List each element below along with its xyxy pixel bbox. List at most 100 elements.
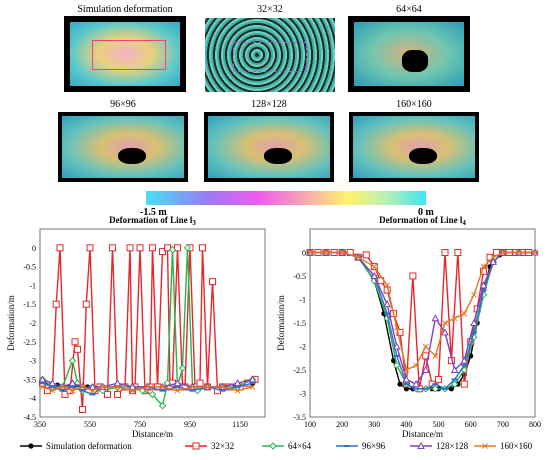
series-line — [310, 251, 529, 389]
legend-item: 64×64 — [262, 441, 312, 451]
y-tick-label: 0 — [302, 249, 306, 258]
data-point — [461, 310, 468, 317]
data-point — [471, 291, 477, 298]
data-point — [173, 379, 182, 387]
data-point — [421, 365, 430, 373]
plot-frame — [309, 228, 536, 418]
panel-title: 128×128 — [251, 99, 287, 110]
x-tick-label: 550 — [84, 420, 96, 429]
data-point — [248, 375, 257, 383]
series-line — [310, 251, 535, 385]
data-point — [482, 443, 488, 449]
x-tick-label: 800 — [529, 420, 541, 429]
chart-title: Deformation of Line l3 — [109, 215, 196, 227]
data-point — [480, 263, 487, 270]
data-point — [74, 345, 81, 353]
data-point — [56, 244, 64, 252]
data-point — [435, 375, 443, 383]
x-tick-label: 200 — [336, 420, 348, 429]
y-tick-label: -0.5 — [293, 272, 306, 281]
deformation-map — [349, 112, 479, 182]
series-line — [310, 251, 535, 390]
y-tick-label: -3 — [29, 357, 36, 366]
data-point — [128, 382, 137, 390]
data-point — [396, 328, 404, 336]
data-point — [204, 384, 211, 390]
y-tick-label: -1 — [29, 281, 36, 290]
y-tick-label: -2 — [29, 319, 36, 328]
x-axis-label: Distance/m — [402, 429, 443, 439]
plot-frame — [39, 228, 266, 418]
data-point — [392, 342, 401, 350]
deformation-map — [204, 112, 334, 182]
data-point — [479, 281, 488, 289]
panel-title: 64×64 — [396, 4, 422, 15]
chart-1: Deformation of Line l3 0 -0.5 -1 -1.5 -2 -2.5 -… — [6, 215, 266, 439]
panel-title: 160×160 — [396, 99, 432, 110]
y-tick-label: -3.5 — [23, 375, 36, 384]
data-point — [174, 244, 181, 252]
data-point — [89, 387, 96, 394]
data-point — [183, 244, 192, 252]
data-point — [164, 244, 171, 252]
data-point — [432, 353, 439, 359]
data-point — [403, 367, 410, 373]
data-point — [431, 385, 440, 393]
y-tick-label: -1 — [299, 296, 306, 305]
x-tick-label: 950 — [184, 420, 196, 429]
data-point — [28, 443, 34, 449]
data-point — [450, 380, 459, 388]
x-tick-label: 400 — [400, 420, 412, 429]
data-point — [86, 244, 94, 252]
data-point — [159, 248, 166, 256]
chart-title: Deformation of Line l4 — [379, 215, 466, 227]
data-point — [393, 361, 401, 370]
data-point — [71, 338, 79, 346]
colorbar-min-label: -1.5 m — [140, 207, 167, 218]
y-axis-label: Deformation/m — [276, 295, 286, 351]
data-point — [126, 244, 134, 252]
data-point — [383, 300, 391, 308]
data-point — [52, 300, 60, 308]
data-point — [99, 384, 106, 390]
data-point — [490, 254, 497, 261]
y-tick-label: -2 — [299, 343, 306, 352]
data-point — [114, 390, 121, 398]
data-point — [269, 442, 277, 450]
data-point — [44, 387, 51, 395]
data-point — [192, 442, 200, 450]
data-point — [69, 387, 76, 394]
panel-title: Simulation deformation — [77, 4, 173, 15]
series-line — [310, 251, 535, 390]
data-point — [393, 324, 400, 331]
y-tick-label: -4 — [29, 394, 36, 403]
y-tick-label: -3.5 — [293, 413, 306, 422]
y-tick-label: 0 — [32, 244, 36, 253]
data-point — [148, 390, 157, 399]
data-point — [370, 271, 379, 279]
data-point — [114, 384, 121, 390]
data-point — [149, 244, 156, 252]
data-point — [104, 390, 111, 398]
legend-label: 64×64 — [288, 441, 312, 451]
colorbar — [146, 191, 426, 205]
y-tick-label: -1.5 — [293, 319, 306, 328]
x-tick-label: 1150 — [232, 420, 248, 429]
data-point — [516, 249, 522, 256]
data-point — [59, 384, 66, 390]
legend-label: 128×128 — [436, 441, 469, 451]
data-point — [113, 379, 122, 387]
panel-title: 32×32 — [257, 4, 283, 15]
x-tick-label: 500 — [433, 420, 445, 429]
deformation-map — [58, 112, 188, 182]
legend-label: Simulation deformation — [46, 441, 132, 451]
data-point — [199, 244, 206, 252]
y-tick-label: -0.5 — [23, 263, 36, 272]
legend-item: 32×32 — [185, 441, 234, 451]
data-point — [68, 379, 77, 387]
legend-label: 32×32 — [211, 441, 234, 451]
data-point — [422, 343, 429, 350]
data-point — [441, 328, 449, 336]
data-point — [489, 257, 498, 265]
data-point — [362, 251, 370, 259]
